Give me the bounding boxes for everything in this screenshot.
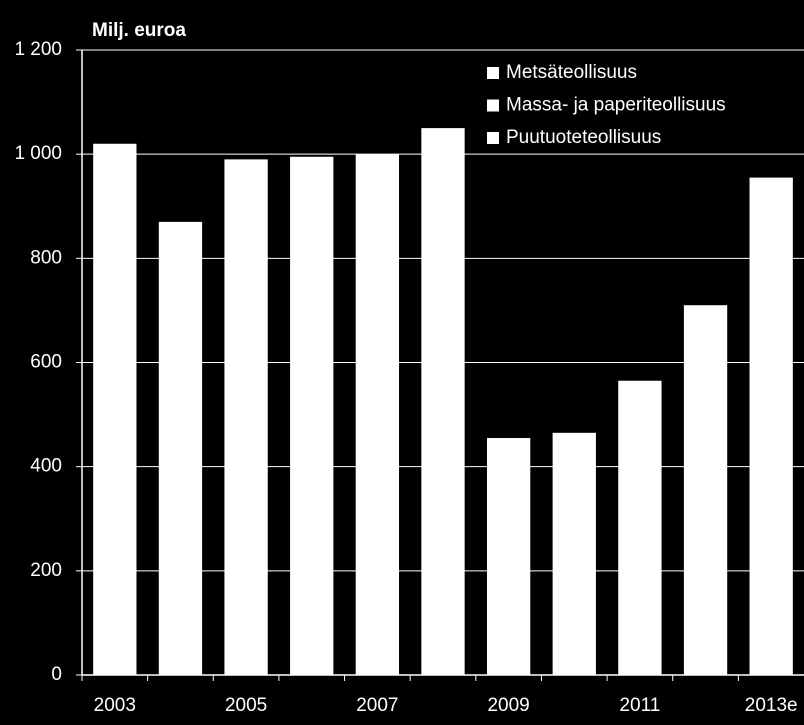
x-tick-label: 2013e	[745, 695, 798, 716]
legend-swatch	[487, 132, 499, 144]
y-tick-label: 0	[51, 664, 62, 685]
legend-label: Puutuoteteollisuus	[506, 127, 661, 148]
y-tick-label: 800	[30, 247, 62, 268]
bar	[93, 143, 137, 675]
legend-label: Metsäteollisuus	[506, 62, 637, 83]
x-tick-label: 2007	[356, 695, 398, 716]
chart-title: Milj. euroa	[92, 20, 186, 41]
legend-swatch	[487, 99, 499, 112]
x-tick-label: 2011	[619, 695, 660, 716]
bar	[683, 305, 728, 675]
legend-swatch	[487, 67, 499, 79]
y-tick-label: 400	[30, 456, 62, 477]
y-tick-label: 1 200	[14, 39, 62, 60]
bar	[486, 438, 531, 675]
y-tick-label: 200	[30, 560, 62, 581]
y-tick-label: 1 000	[14, 143, 62, 164]
bar	[158, 221, 203, 675]
bar	[749, 177, 793, 675]
bar	[618, 380, 662, 675]
x-tick-label: 2003	[94, 695, 136, 716]
bar	[224, 159, 268, 675]
y-tick-label: 600	[30, 352, 62, 373]
bar	[552, 432, 596, 675]
bar	[421, 128, 465, 675]
bar	[355, 154, 400, 675]
bar	[290, 156, 334, 676]
x-tick-label: 2009	[487, 695, 529, 716]
legend-label: Massa- ja paperiteollisuus	[506, 95, 726, 116]
x-tick-label: 2005	[225, 695, 267, 716]
